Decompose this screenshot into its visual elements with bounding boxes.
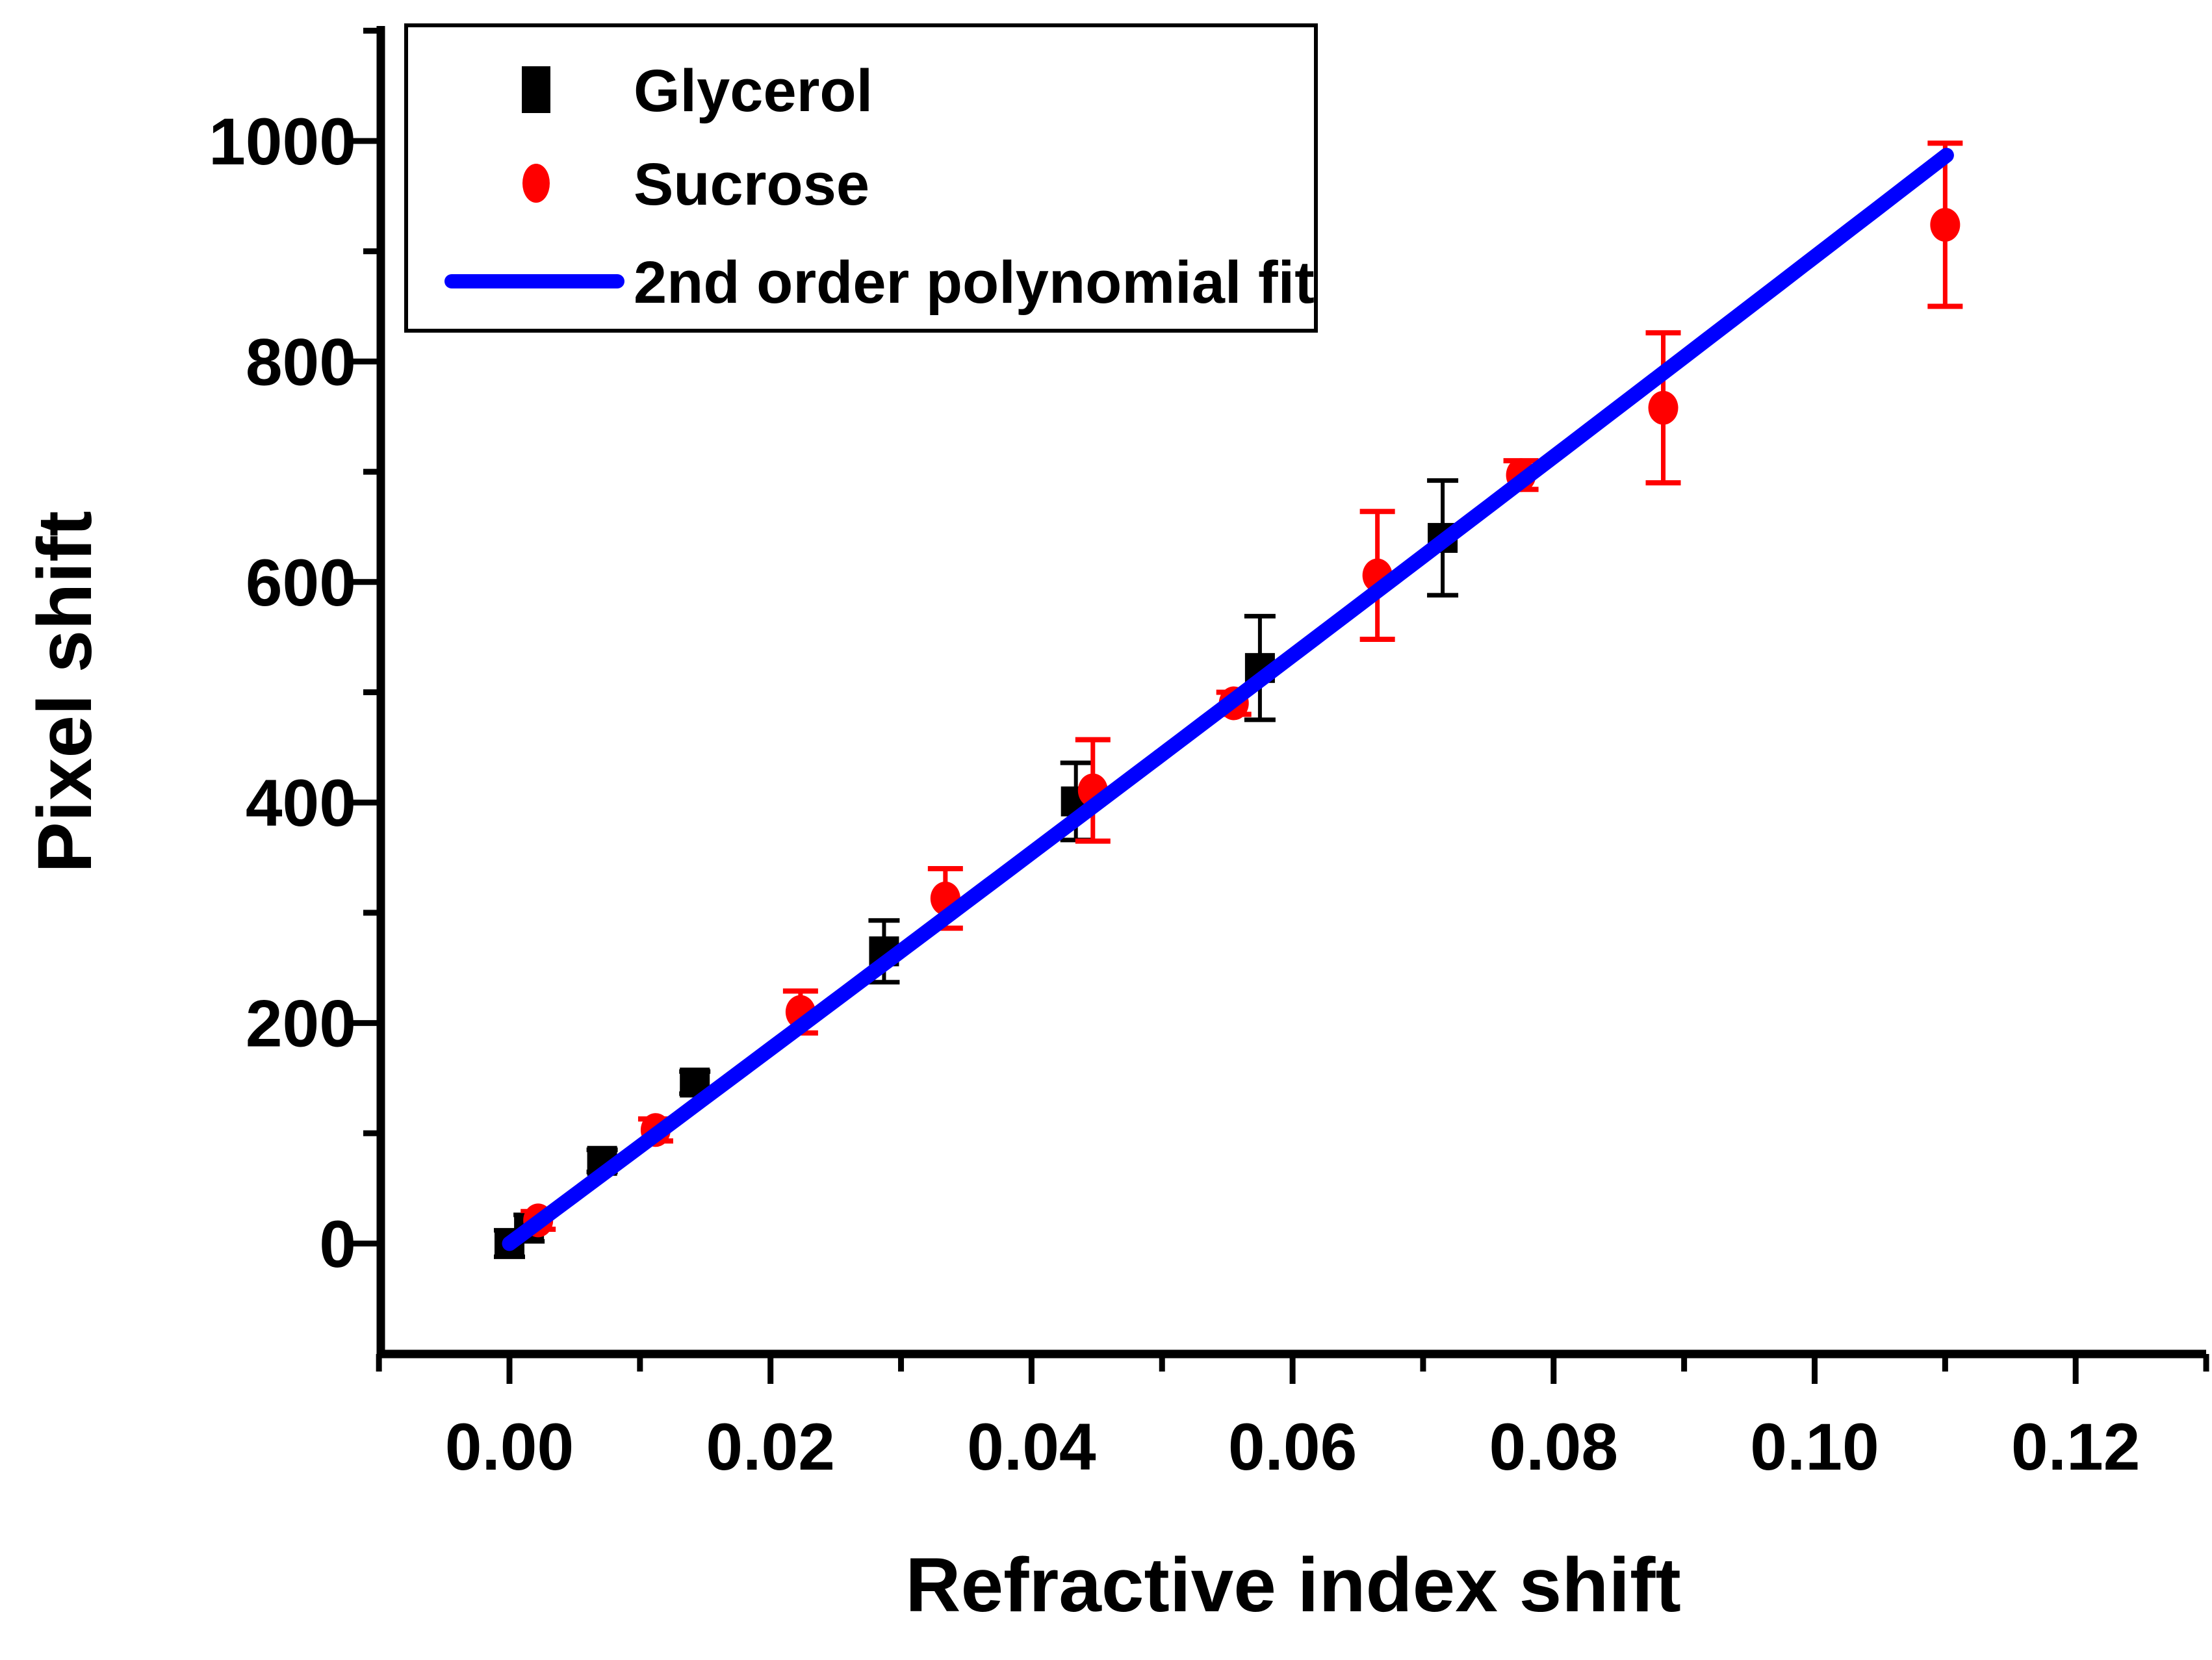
legend-label: 2nd order polynomial fit [634,249,1315,316]
y-tick-label: 600 [246,546,356,620]
x-tick-label: 0.10 [1750,1410,1879,1484]
legend-marker-circle [522,164,550,203]
y-tick-label: 800 [246,325,356,399]
x-tick-label: 0.00 [445,1410,574,1484]
data-point-sucrose [1930,207,1961,242]
y-tick-label: 400 [246,766,356,840]
y-axis-title: Pixel shift [22,511,108,873]
x-tick-label: 0.02 [706,1410,835,1484]
x-tick-label: 0.12 [2011,1410,2141,1484]
y-tick-label: 200 [246,987,356,1061]
x-tick-label: 0.08 [1489,1410,1619,1484]
legend-marker-square [522,66,550,113]
y-tick-label: 0 [319,1207,356,1281]
legend-label: Sucrose [634,151,869,218]
y-tick-label: 1000 [209,105,356,179]
data-point-sucrose [1648,390,1678,425]
x-tick-label: 0.06 [1228,1410,1357,1484]
x-tick-label: 0.04 [967,1410,1096,1484]
x-axis-title: Refractive index shift [905,1542,1680,1628]
legend-label: Glycerol [634,58,873,124]
polynomial-fit-line [502,147,1954,1251]
